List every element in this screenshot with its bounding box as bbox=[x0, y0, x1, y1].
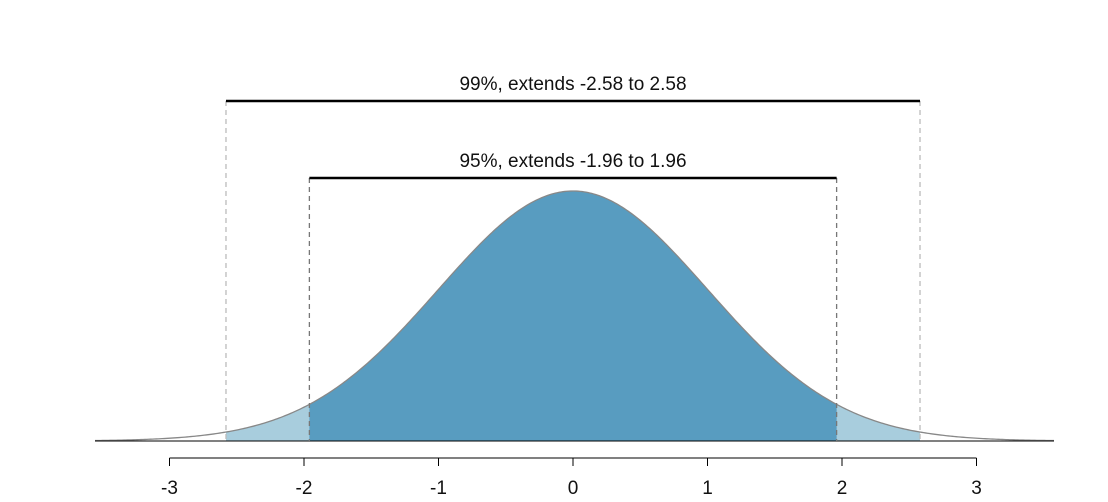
x-tick-label-4: 1 bbox=[702, 478, 713, 499]
region-1 bbox=[309, 191, 837, 441]
density-curve bbox=[94, 190, 1055, 442]
x-axis: -3 -2 -1 0 1 2 3 bbox=[161, 457, 982, 499]
interval-1-label: 95%, extends -1.96 to 1.96 bbox=[459, 151, 686, 172]
x-tick-label-0: -3 bbox=[161, 478, 178, 499]
x-tick-label-6: 3 bbox=[971, 478, 982, 499]
x-tick-label-2: -1 bbox=[430, 478, 447, 499]
x-tick-label-5: 2 bbox=[837, 478, 848, 499]
interval-0-label: 99%, extends -2.58 to 2.58 bbox=[459, 74, 686, 95]
x-tick-label-1: -2 bbox=[296, 478, 313, 499]
x-tick-label-3: 0 bbox=[568, 478, 579, 499]
shaded-regions bbox=[225, 191, 921, 441]
density-curve-group bbox=[94, 190, 1055, 442]
interval-guides: 99%, extends -2.58 to 2.58 95%, extends -… bbox=[225, 74, 921, 441]
